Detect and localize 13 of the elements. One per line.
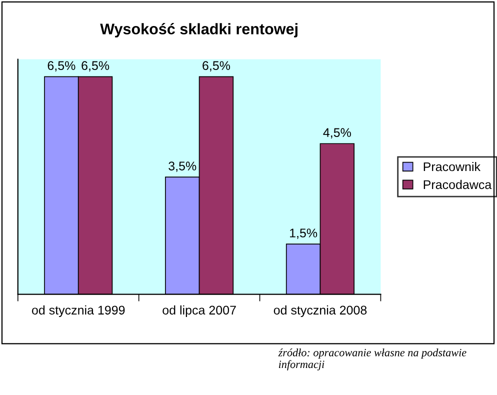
x-tick-label: od stycznia 1999 (32, 305, 125, 318)
data-label: 4,5% (323, 128, 351, 138)
data-label: 3,5% (168, 162, 196, 172)
data-label: 1,5% (290, 228, 318, 239)
data-label: 6,5% (48, 61, 76, 72)
x-tick-label: od lipca 2007 (162, 305, 236, 318)
chart-title: Wysokość skladki rentowej (100, 23, 298, 38)
legend-label: Pracownik (424, 162, 481, 172)
data-label: 6,5% (202, 61, 230, 72)
data-label: 6,5% (82, 61, 110, 72)
x-tick-label: od stycznia 2008 (274, 305, 367, 318)
text: źródło: opracowanie własne na podstawie informacji (278, 348, 466, 370)
legend-label: Pracodawca (424, 180, 492, 190)
